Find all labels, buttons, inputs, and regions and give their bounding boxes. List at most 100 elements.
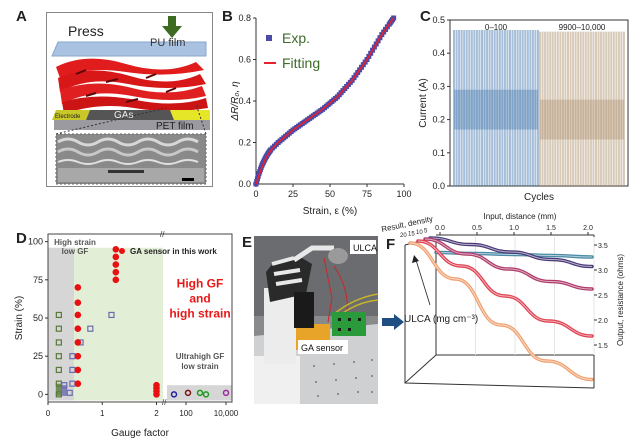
panel-a-schematic: PU film Press Electrode GAs PET film — [46, 12, 213, 187]
gas-label: GAs — [114, 110, 133, 121]
circuit-board — [332, 312, 366, 336]
panel-e-letter: E — [242, 234, 253, 251]
ga-sensor-point — [112, 276, 120, 284]
sem-image — [55, 133, 207, 185]
series-label: 0–100 — [485, 23, 508, 32]
annotation-ultrahigh-gf: Ultrahigh GF — [176, 352, 225, 361]
annotation-high-gf-high-strain: high strain — [169, 306, 230, 320]
cycle-band — [454, 89, 538, 130]
pu-film-label: PU film — [150, 37, 185, 49]
axis-break-bottom: // — [162, 398, 167, 407]
ultrahigh-gf-point — [202, 391, 210, 398]
y-tick-label: 0.5 — [432, 15, 445, 25]
y-tick-label: 0.8 — [238, 13, 251, 23]
y-tick-label: 0.4 — [238, 96, 251, 106]
z-tick-label: 10 — [416, 230, 423, 236]
panel-d-letter: D — [16, 230, 27, 247]
ga-sensor-point — [74, 311, 82, 319]
x-axis-label: Gauge factor — [111, 428, 169, 439]
box-bottom-diag — [404, 354, 437, 384]
x-tick-label: 2 — [154, 409, 159, 418]
ga-sensor-point — [112, 253, 120, 261]
green-square-marker — [55, 366, 62, 374]
y-tick-label: 25 — [33, 351, 43, 361]
x-tick-label: 1 — [100, 409, 105, 418]
x-tick-label: 0 — [46, 409, 51, 418]
panel-a-letter: A — [16, 8, 27, 25]
blue-square-bar — [61, 385, 68, 396]
y-tick-label: 0.4 — [432, 48, 445, 58]
green-square-marker — [55, 353, 62, 360]
x-tick-label: 25 — [288, 189, 298, 199]
y-tick-label: 2.0 — [598, 318, 608, 325]
z-tick-label: 5 — [424, 229, 428, 235]
annotation-arrow-line — [415, 259, 431, 306]
blue-square-marker — [87, 325, 94, 332]
x-tick-label: 100 — [179, 409, 193, 418]
press-arrow-icon — [162, 16, 182, 38]
y-axis-label: Current (A) — [418, 78, 429, 127]
panel-b-chart: 0.0 0.2 0.4 0.6 0.8 0 25 50 75 100 Strain, ε (%) ΔR… — [230, 13, 412, 217]
axis-break-top: // — [160, 230, 165, 239]
plot-frame — [449, 19, 629, 187]
x-tick-label: 1.0 — [509, 225, 519, 232]
fitting-line — [255, 17, 395, 185]
y-tick-label: 0.2 — [238, 138, 251, 148]
ga-base — [86, 110, 174, 120]
legend-fitting-label: Fitting — [282, 55, 320, 71]
annotation-low-gf: low GF — [62, 247, 89, 256]
panel-c-chart: 0.0 0.1 0.2 0.3 0.4 0.5 0–100 9900–10,000 Cycles… — [418, 15, 629, 203]
x-tick-label: 10,000 — [214, 409, 239, 418]
robot-hand — [254, 245, 334, 404]
z-tick-label: 20 — [400, 233, 407, 239]
x-axis-label: Input, distance (mm) — [484, 212, 557, 221]
y-axis-label: Strain (%) — [14, 296, 25, 340]
graphene-aerogel-layers — [56, 58, 208, 114]
x-tick-label: 1.5 — [546, 225, 556, 232]
ulca-label: ULCA — [353, 243, 377, 253]
ga-sensor-point — [74, 339, 82, 346]
x-tick-label: 100 — [396, 189, 411, 199]
blue-square-marker — [108, 311, 115, 319]
ga-sensor-point — [74, 366, 82, 374]
press-label: Press — [68, 23, 104, 39]
annotation-high-gf-high-strain: High GF — [177, 276, 224, 290]
x-tick-label: 75 — [362, 189, 372, 199]
ulca-annotation: ULCA (mg cm⁻³) — [404, 314, 478, 325]
annotation-high-strain: High strain — [54, 238, 96, 247]
y-tick-label: 0.1 — [432, 148, 445, 158]
ga-sensor-point — [74, 325, 82, 332]
resistance-curve-highlight — [429, 237, 593, 267]
y-tick-label: 3.0 — [598, 268, 608, 275]
cycle-band — [540, 99, 624, 140]
pet-film — [54, 120, 210, 130]
ulca-sample — [328, 248, 348, 264]
ultrahigh-gf-point — [184, 389, 192, 397]
panel-d-chart: 0 25 50 75 100 0 1 2 100 10,000 // // Gauge factor St… — [14, 230, 239, 439]
resistance-curve-highlight — [417, 240, 593, 337]
legend-ga-label: GA sensor in this work — [130, 247, 217, 256]
electrode-label: Electrode — [55, 114, 81, 120]
series-label: 9900–10,000 — [559, 23, 606, 32]
ga-sensor-point — [112, 268, 120, 276]
ga-sensor-point — [112, 245, 120, 253]
panel-f-letter: F — [386, 236, 396, 253]
resistance-curve-highlight — [424, 238, 593, 290]
annotation-ultrahigh-gf: low strain — [181, 362, 218, 371]
z-tick-label: 15 — [408, 232, 415, 238]
pu-film — [51, 41, 207, 57]
y-tick-label: 100 — [28, 237, 43, 247]
ga-sensor-point — [153, 381, 160, 389]
green-square-marker — [55, 311, 62, 319]
resistance-curve — [408, 241, 594, 382]
y-tick-label: 0.6 — [238, 55, 251, 65]
green-square-marker — [55, 339, 62, 346]
ultrahigh-gf-point — [222, 389, 230, 397]
arrow-right-icon — [382, 314, 404, 330]
y-tick-label: 3.5 — [598, 243, 608, 250]
x-tick-label: 2.0 — [583, 225, 593, 232]
y-axis-label: ΔR/R₀, η — [230, 81, 241, 122]
y-tick-label: 1.5 — [598, 343, 608, 350]
panel-c-letter: C — [420, 8, 431, 25]
